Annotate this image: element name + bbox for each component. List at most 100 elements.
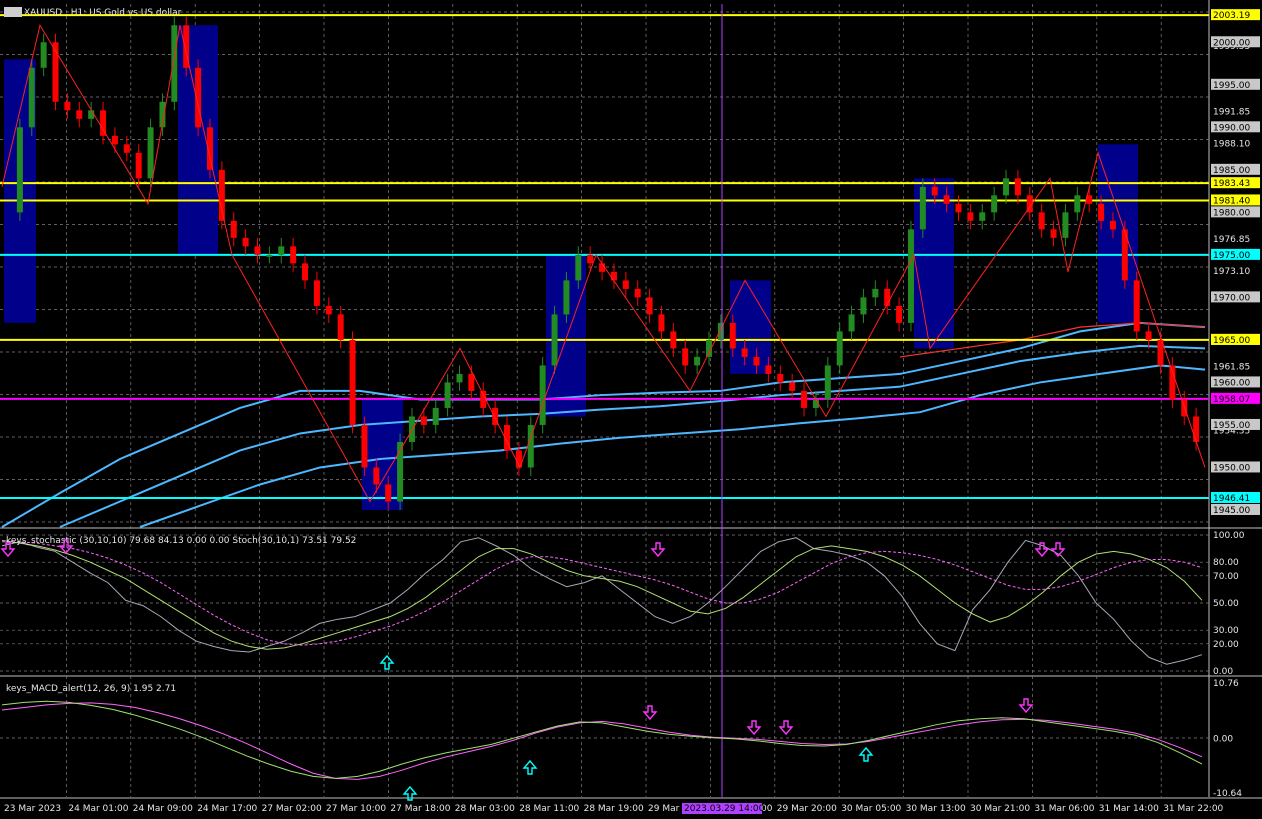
candle-body xyxy=(313,280,320,306)
candle-body xyxy=(824,365,831,400)
time-axis-label: 29 Mar 20:00 xyxy=(777,804,837,814)
macd-axis-label: -10.64 xyxy=(1213,789,1242,799)
down-arrow-icon xyxy=(0,542,16,558)
candle-body xyxy=(991,195,998,213)
candle-body xyxy=(492,407,499,425)
down-arrow-icon xyxy=(1018,698,1034,714)
stochastic-title: keys_stochastic (30,10,10) 79.68 84.13 0… xyxy=(6,536,356,546)
candle-body xyxy=(171,25,178,102)
candle-body xyxy=(563,280,570,315)
time-axis-label: 24 Mar 17:00 xyxy=(197,804,257,814)
candle-body xyxy=(397,441,404,502)
candle-body xyxy=(123,144,130,153)
price-box xyxy=(1211,36,1260,48)
moving-average-line xyxy=(59,344,1206,528)
price-box xyxy=(1211,163,1260,175)
price-level-label: 1975.00 xyxy=(1213,251,1250,261)
time-axis-label: 27 Mar 18:00 xyxy=(390,804,450,814)
candle-body xyxy=(717,322,724,340)
down-arrow-icon xyxy=(1034,542,1050,558)
candle-body xyxy=(682,348,689,366)
candle-body xyxy=(741,348,748,357)
price-level-label: 1965.00 xyxy=(1213,336,1250,346)
price-box xyxy=(1211,291,1260,303)
candle-body xyxy=(646,297,653,315)
stochastic-axis-label: 100.00 xyxy=(1213,531,1245,541)
price-level-label: 1958.07 xyxy=(1213,395,1250,405)
candle-body xyxy=(943,195,950,204)
price-level-tag xyxy=(1211,9,1260,21)
price-box-label: 1950.00 xyxy=(1213,463,1250,473)
candle-body xyxy=(587,254,594,264)
time-axis-label: 27 Mar 02:00 xyxy=(262,804,322,814)
stochastic-axis-label: 50.00 xyxy=(1213,599,1239,609)
zigzag-line xyxy=(1,23,1206,503)
candle-body xyxy=(967,212,974,221)
macd-line xyxy=(1,702,1203,780)
candle-body xyxy=(1014,178,1021,196)
candle-body xyxy=(432,407,439,425)
candle-body xyxy=(896,305,903,323)
down-arrow-icon xyxy=(58,539,74,555)
candle-body xyxy=(420,416,427,425)
down-arrow-icon xyxy=(1050,542,1066,558)
candle-body xyxy=(206,127,213,170)
time-axis-label: 24 Mar 09:00 xyxy=(133,804,193,814)
candle-body xyxy=(765,365,772,374)
candle-body xyxy=(100,110,107,136)
price-box-label: 1960.00 xyxy=(1213,378,1250,388)
candle-body xyxy=(919,186,926,230)
stochastic-line xyxy=(2,541,1203,646)
candle-body xyxy=(1098,203,1105,221)
candle-body xyxy=(1133,280,1140,332)
candle-body xyxy=(622,280,629,289)
down-arrow-icon xyxy=(642,705,658,721)
stochastic-line xyxy=(1,539,1203,650)
candle-body xyxy=(16,127,23,213)
candle-body xyxy=(860,297,867,315)
time-axis-label: 31 Mar 22:00 xyxy=(1163,804,1223,814)
down-arrow-icon xyxy=(650,542,666,558)
candle-body xyxy=(147,127,154,179)
chart-menu-icon xyxy=(4,7,22,17)
price-box xyxy=(1211,503,1260,515)
candle-body xyxy=(884,288,891,306)
macd-title: keys_MACD_alert(12, 26, 9) 1.95 2.71 xyxy=(6,684,176,694)
stochastic-axis-label: 0.00 xyxy=(1213,667,1233,677)
macd-axis-label: 10.76 xyxy=(1213,679,1239,689)
candle-body xyxy=(1062,212,1069,238)
candle-body xyxy=(634,288,641,298)
time-axis-label: 27 Mar 10:00 xyxy=(326,804,386,814)
time-axis-label: 30 Mar 21:00 xyxy=(970,804,1030,814)
candle-body xyxy=(658,314,665,332)
price-box-label: 2000.00 xyxy=(1213,38,1250,48)
candle-body xyxy=(218,169,225,221)
up-arrow-icon xyxy=(858,746,874,762)
macd-line xyxy=(1,700,1203,779)
candle-body xyxy=(64,101,71,111)
candle-body xyxy=(468,373,475,391)
price-box-label: 1945.00 xyxy=(1213,506,1250,516)
up-arrow-icon xyxy=(379,654,395,670)
candle-body xyxy=(337,314,344,340)
candle-body xyxy=(183,25,190,68)
price-box xyxy=(1211,78,1260,90)
candle-body xyxy=(1109,220,1116,230)
time-axis-label: 24 Mar 01:00 xyxy=(68,804,128,814)
moving-average-line xyxy=(139,364,1206,528)
price-level-label: 1981.40 xyxy=(1213,196,1250,206)
candle-body xyxy=(801,390,808,408)
candle-body xyxy=(230,220,237,238)
candle-body xyxy=(254,246,261,255)
candle-body xyxy=(325,305,332,315)
price-axis-label: 1973.10 xyxy=(1213,267,1250,277)
session-box xyxy=(362,399,403,510)
candle-body xyxy=(551,314,558,366)
price-box xyxy=(1211,418,1260,430)
candle-body xyxy=(1193,416,1200,442)
price-level-label: 2003.19 xyxy=(1213,11,1250,21)
price-axis-label: 1991.85 xyxy=(1213,108,1250,118)
session-box xyxy=(1098,144,1138,323)
price-axis-label: 1988.10 xyxy=(1213,139,1250,149)
